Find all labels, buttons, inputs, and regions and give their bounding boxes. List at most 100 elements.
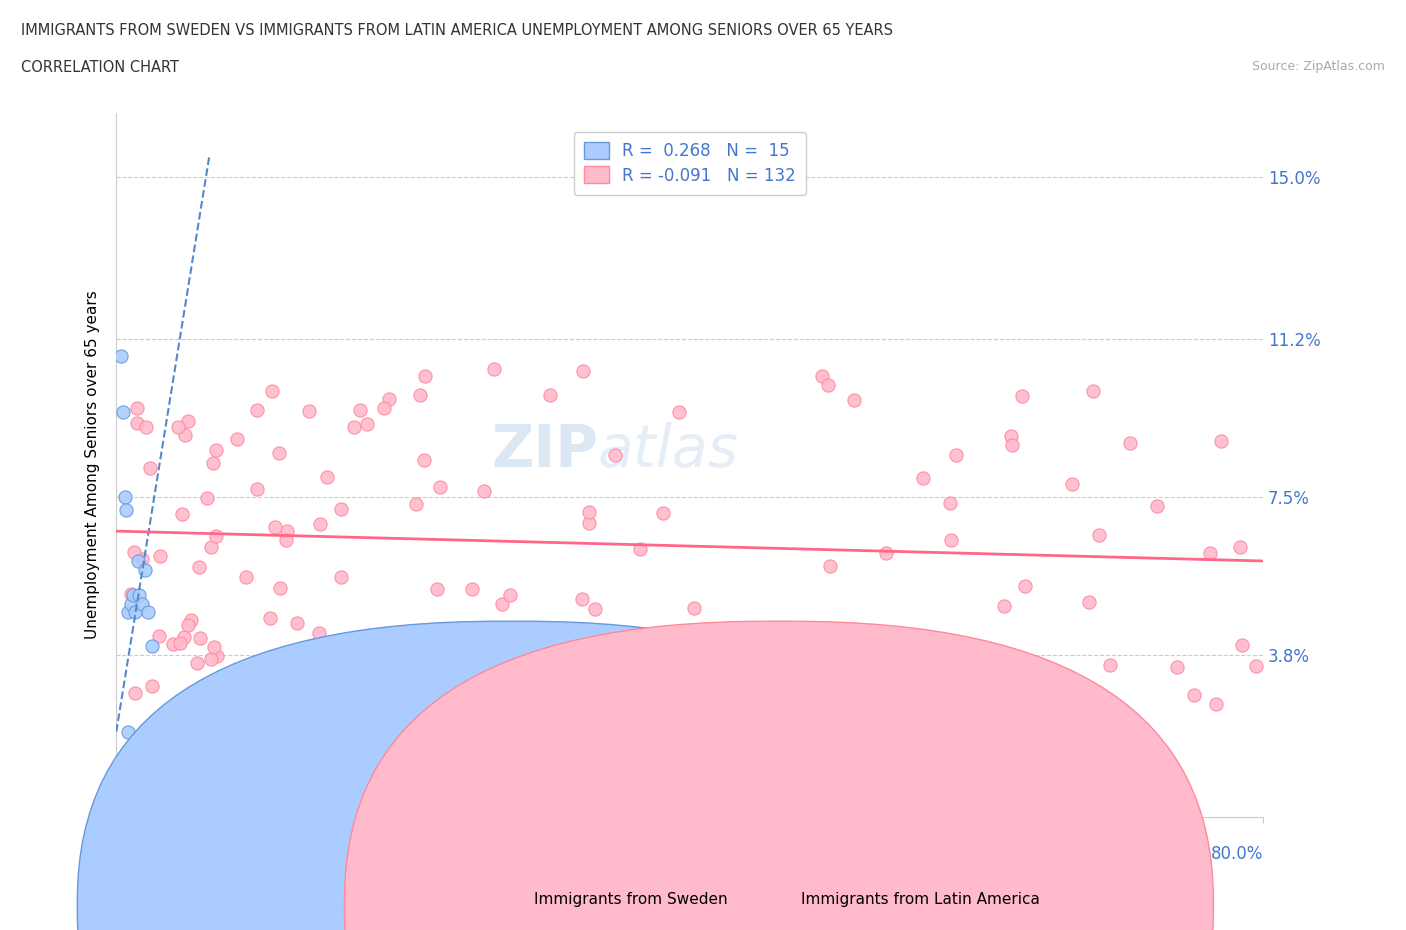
Point [456,693,478,708]
Point [205,528,228,543]
Point [246,482,269,497]
Point [1122,732,1144,747]
Point [177,414,200,429]
Point [650,669,672,684]
Point [1229,539,1251,554]
Point [120,586,142,601]
Point [122,545,145,560]
Point [143,721,166,736]
Point [1000,429,1022,444]
Point [413,453,436,468]
Point [1081,383,1104,398]
Point [378,392,401,406]
Point [343,420,366,435]
Point [875,545,897,560]
Point [200,539,222,554]
Point [186,656,208,671]
Text: Source: ZipAtlas.com: Source: ZipAtlas.com [1251,60,1385,73]
Point [956,652,979,667]
Text: 0.0%: 0.0% [117,845,157,863]
Point [162,636,184,651]
Point [1146,498,1168,513]
Point [114,489,136,504]
Point [811,369,834,384]
Point [195,491,218,506]
Y-axis label: Unemployment Among Seniors over 65 years: Unemployment Among Seniors over 65 years [86,290,100,639]
Point [815,695,838,710]
Text: ZIP: ZIP [491,422,598,479]
Point [202,640,225,655]
Point [460,582,482,597]
Text: Immigrants from Latin America: Immigrants from Latin America [801,892,1040,907]
Point [1001,737,1024,752]
Point [1246,658,1268,673]
Point [628,542,651,557]
Point [246,402,269,417]
Point [405,497,427,512]
Point [128,588,150,603]
Point [315,470,337,485]
Point [149,549,172,564]
Point [993,599,1015,614]
Point [415,368,437,383]
Point [225,432,247,446]
Point [472,484,495,498]
Point [429,480,451,495]
Point [139,461,162,476]
Text: CORRELATION CHART: CORRELATION CHART [21,60,179,75]
Point [668,405,690,419]
Point [349,403,371,418]
Point [945,447,967,462]
Point [578,515,600,530]
Point [135,419,157,434]
Point [571,592,593,607]
Point [340,691,363,706]
Point [262,383,284,398]
Point [127,553,149,568]
Point [1060,477,1083,492]
Point [131,596,153,611]
Point [124,604,146,619]
Point [267,445,290,460]
Point [115,502,138,517]
Point [193,690,215,705]
Point [124,686,146,701]
Point [148,629,170,644]
Point [141,678,163,693]
Point [631,631,654,646]
Point [329,501,352,516]
Point [810,654,832,669]
Point [1098,658,1121,672]
Point [134,562,156,577]
Point [309,516,332,531]
Point [603,447,626,462]
Point [578,505,600,520]
Point [449,696,471,711]
Point [283,706,305,721]
Point [538,388,561,403]
Point [117,604,139,619]
Point [426,582,449,597]
Point [127,416,149,431]
Point [939,532,962,547]
Point [943,679,966,694]
Point [302,720,325,735]
Point [970,739,993,754]
Point [939,496,962,511]
Legend: R =  0.268   N =  15, R = -0.091   N = 132: R = 0.268 N = 15, R = -0.091 N = 132 [574,131,806,194]
Point [842,392,865,407]
Point [308,626,330,641]
Point [1209,433,1232,448]
Point [173,630,195,644]
Point [817,378,839,392]
Point [177,618,200,632]
Point [683,600,706,615]
Point [1011,389,1033,404]
Point [269,580,291,595]
Point [1088,528,1111,543]
Point [285,616,308,631]
Point [276,524,298,538]
Point [180,613,202,628]
Point [226,704,249,719]
Point [225,675,247,690]
